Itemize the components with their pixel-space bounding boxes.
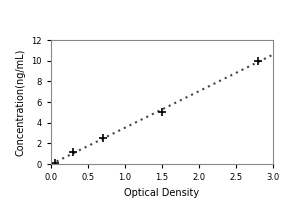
Point	[100, 137, 105, 140]
X-axis label: Optical Density: Optical Density	[124, 188, 200, 198]
Point	[52, 161, 57, 165]
Y-axis label: Concentration(ng/mL): Concentration(ng/mL)	[16, 48, 26, 156]
Point	[256, 59, 261, 62]
Point	[160, 111, 164, 114]
Point	[71, 150, 76, 153]
